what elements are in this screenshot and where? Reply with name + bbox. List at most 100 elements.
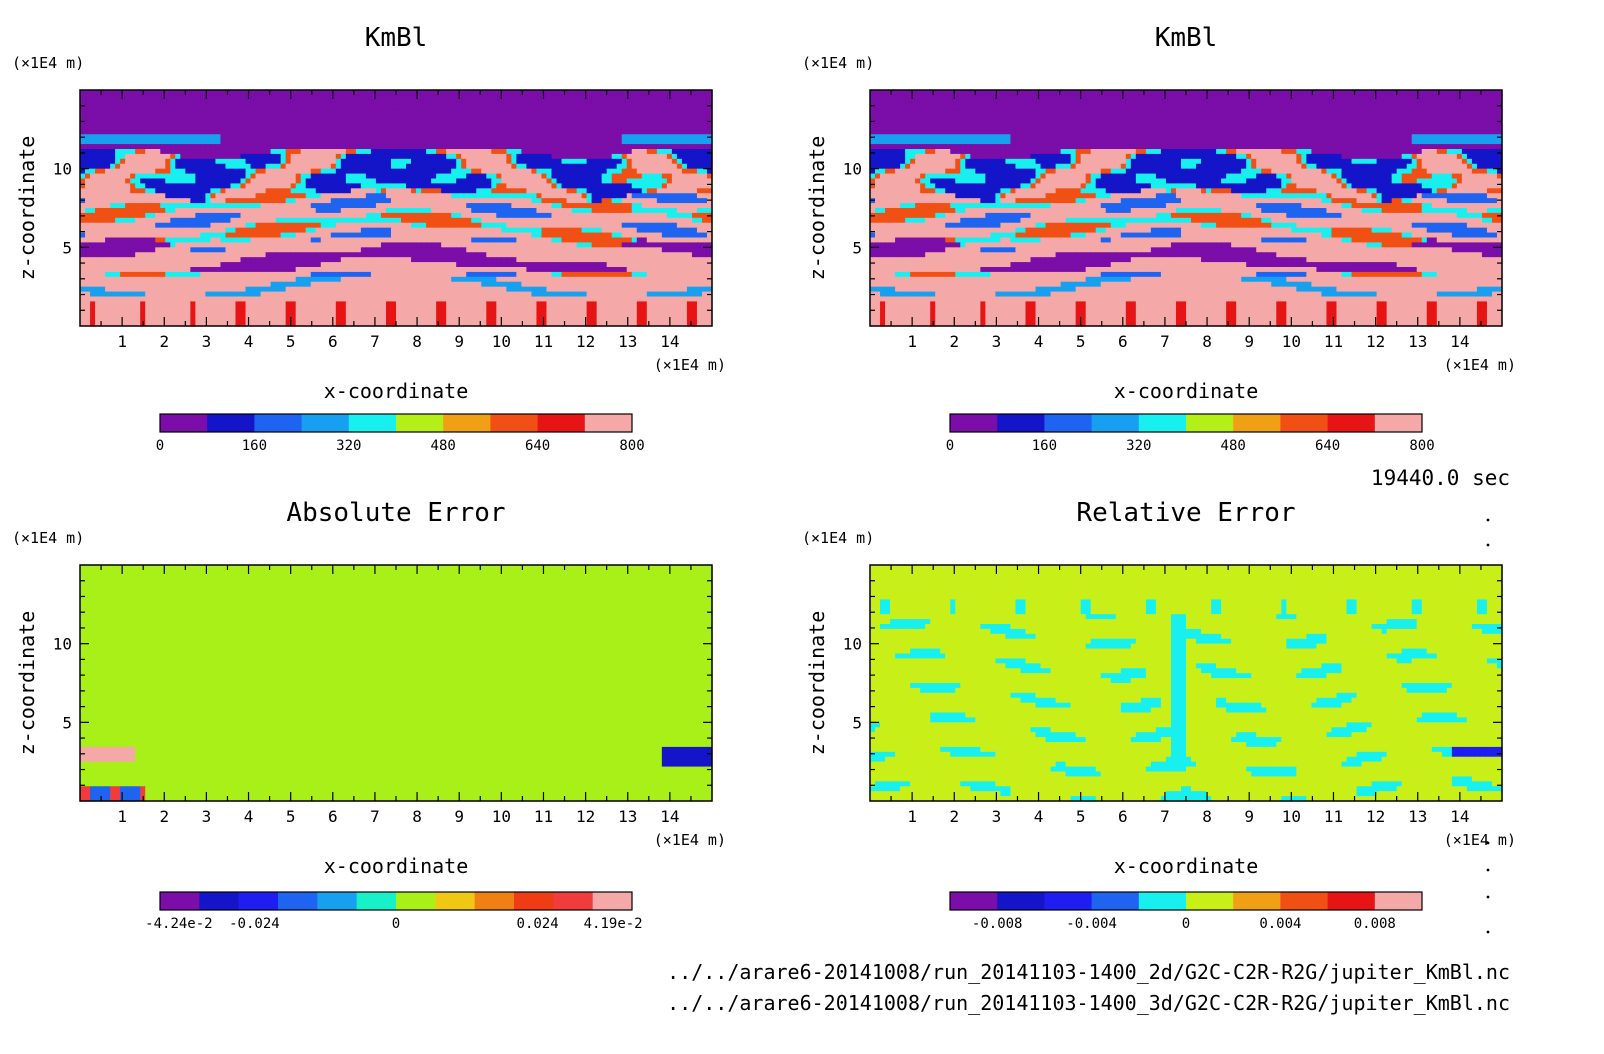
heatmap-cell (632, 120, 638, 126)
heatmap-cell (341, 272, 347, 278)
heatmap-cell (567, 164, 573, 170)
heatmap-cell (215, 115, 221, 121)
heatmap-cell (366, 90, 372, 96)
heatmap-cell (241, 238, 247, 244)
heatmap-cell (306, 267, 312, 273)
heatmap-cell (441, 252, 447, 258)
heatmap-cell (150, 179, 156, 185)
heatmap-cell (582, 203, 588, 209)
heatmap-cell (130, 124, 136, 130)
heatmap-cell (351, 129, 357, 135)
heatmap-cell (632, 105, 638, 111)
heatmap-cell (165, 272, 171, 278)
heatmap-cell (251, 257, 257, 263)
heatmap-cell (577, 149, 583, 155)
heatmap-cell (215, 100, 221, 106)
heatmap-cell (130, 134, 136, 140)
heatmap-cell (140, 159, 146, 165)
heatmap-cell (436, 277, 442, 283)
heatmap-cell (557, 193, 563, 199)
heatmap-cell (185, 272, 191, 278)
heatmap-cell (331, 120, 337, 126)
heatmap-cell (165, 124, 171, 130)
heatmap-cell (376, 208, 382, 214)
heatmap-cell (441, 139, 447, 145)
heatmap-cell (647, 134, 653, 140)
heatmap-cell (431, 95, 437, 101)
heatmap-cell (562, 169, 568, 175)
heatmap-cell (160, 95, 166, 101)
heatmap-cell (316, 228, 322, 234)
heatmap-cell (286, 105, 292, 111)
heatmap-cell (642, 252, 648, 258)
heatmap-cell (341, 139, 347, 145)
heatmap-cell (145, 179, 151, 185)
heatmap-cell (677, 233, 683, 239)
heatmap-cell (607, 247, 613, 253)
heatmap-cell (286, 100, 292, 106)
heatmap-cell (246, 213, 252, 219)
heatmap-cell (481, 183, 487, 189)
heatmap-cell (652, 120, 658, 126)
heatmap-cell (185, 228, 191, 234)
heatmap-cell (461, 134, 467, 140)
heatmap-cell (225, 129, 231, 135)
heatmap-cell (291, 242, 297, 248)
heatmap-cell (205, 183, 211, 189)
heatmap-cell (652, 242, 658, 248)
heatmap-cell (130, 154, 136, 160)
heatmap-cell (195, 193, 201, 199)
heatmap-cell (140, 208, 146, 214)
heatmap-cell (466, 115, 472, 121)
heatmap-cell (326, 183, 332, 189)
heatmap-cell (617, 134, 623, 140)
heatmap-cell (205, 277, 211, 283)
heatmap-cell (331, 203, 337, 209)
heatmap-cell (235, 193, 241, 199)
heatmap-cell (516, 218, 522, 224)
heatmap-cell (516, 179, 522, 185)
heatmap-cell (366, 154, 372, 160)
heatmap-cell (511, 277, 517, 283)
heatmap-cell (155, 228, 161, 234)
heatmap-cell (235, 247, 241, 253)
heatmap-cell (135, 203, 141, 209)
heatmap-cell (311, 193, 317, 199)
heatmap-cell (386, 208, 392, 214)
heatmap-cell (476, 193, 482, 199)
heatmap-cell (632, 218, 638, 224)
heatmap-cell (491, 242, 497, 248)
heatmap-cell (652, 139, 658, 145)
heatmap-cell (451, 267, 457, 273)
heatmap-cell (476, 242, 482, 248)
heatmap-cell (115, 267, 121, 273)
heatmap-cell (396, 282, 402, 288)
heatmap-cell (541, 252, 547, 258)
heatmap-cell (391, 105, 397, 111)
heatmap-cell (246, 120, 252, 126)
heatmap-cell (411, 129, 417, 135)
heatmap-cell (271, 144, 277, 150)
heatmap-cell (251, 124, 257, 130)
heatmap-cell (587, 90, 593, 96)
heatmap-cell (617, 223, 623, 229)
heatmap-cell (521, 154, 527, 160)
heatmap-cell (461, 115, 467, 121)
heatmap-cell (391, 218, 397, 224)
heatmap-cell (351, 233, 357, 239)
heatmap-cell (225, 213, 231, 219)
heatmap-cell (215, 149, 221, 155)
heatmap-cell (366, 169, 372, 175)
heatmap-cell (607, 139, 613, 145)
heatmap-cell (426, 139, 432, 145)
heatmap-cell (110, 179, 116, 185)
heatmap-cell (692, 262, 698, 268)
heatmap-cell (336, 154, 342, 160)
heatmap-cell (687, 257, 693, 263)
heatmap-cell (627, 105, 633, 111)
heatmap-cell (577, 154, 583, 160)
heatmap-cell (85, 228, 91, 234)
heatmap-cell (486, 203, 492, 209)
heatmap-cell (531, 183, 537, 189)
heatmap-cell (316, 90, 322, 96)
